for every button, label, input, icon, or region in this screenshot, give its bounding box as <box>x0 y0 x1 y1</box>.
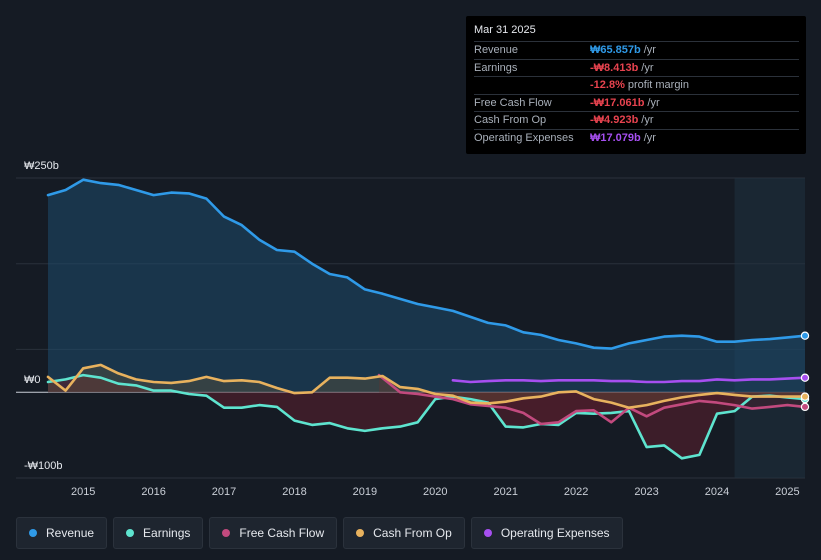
tooltip-row-unit: profit margin <box>627 79 689 91</box>
legend-item-cash-from-op[interactable]: Cash From Op <box>343 517 465 549</box>
legend-dot-icon <box>222 529 231 537</box>
tooltip-row-value: -12.8% <box>590 79 625 91</box>
operating-expenses-line <box>451 376 807 384</box>
x-axis-ticks: 2015 2016 2017 2018 2019 2020 2021 2022 2023 2024… <box>71 486 800 498</box>
tooltip-date: Mar 31 2025 <box>474 24 536 36</box>
chart-lines <box>46 178 807 460</box>
y-tick-top: ₩250b <box>24 160 59 172</box>
chart-canvas: 2015 2016 2017 2018 2019 2020 2021 2022 2023 2024… <box>16 177 810 498</box>
tooltip-row-label: Cash From Op <box>474 114 547 126</box>
revenue-area <box>48 179 805 393</box>
tooltip-row-label: Revenue <box>474 44 519 56</box>
tooltip-row: -12.8% profit margin <box>474 76 799 94</box>
tooltip-row: Free Cash Flow -₩17.061b/yr <box>474 93 799 112</box>
tooltip-row-value: -₩17.061b <box>590 96 645 109</box>
x-tick-label: 2023 <box>634 486 658 498</box>
tooltip-row-value: -₩4.923b <box>590 114 639 126</box>
cash-from-op-line <box>46 363 807 409</box>
forecast-shade <box>734 178 805 478</box>
tooltip-row: Operating Expenses ₩17.079b/yr <box>474 128 799 147</box>
earnings-line <box>46 373 807 460</box>
legend-dot-icon <box>29 529 37 537</box>
chart-endpoints <box>800 331 810 412</box>
x-tick-label: 2021 <box>493 486 517 498</box>
legend-label: Operating Expenses <box>500 526 610 540</box>
tooltip-row-value: ₩65.857b <box>590 44 641 56</box>
tooltip-row-unit: /yr <box>643 131 656 144</box>
free-cash-flow-line <box>377 373 807 426</box>
legend: Revenue Earnings Free Cash Flow Cash From O… <box>16 517 623 549</box>
chart-areas <box>48 179 805 459</box>
y-tick-bottom: -₩100b <box>24 460 63 472</box>
y-tick-zero: ₩0 <box>24 374 41 386</box>
legend-label: Cash From Op <box>373 526 452 540</box>
tooltip-row-value: -₩8.413b <box>590 61 639 74</box>
revenue-line <box>46 178 807 350</box>
tooltip-row-label: Free Cash Flow <box>474 96 552 109</box>
x-tick-label: 2024 <box>705 486 729 498</box>
free-cash-flow-endpoint <box>800 402 810 412</box>
forecast-region <box>734 178 805 478</box>
legend-item-earnings[interactable]: Earnings <box>113 517 204 549</box>
x-tick-label: 2015 <box>71 486 95 498</box>
x-tick-label: 2018 <box>282 486 306 498</box>
cash-from-op-area <box>48 364 805 408</box>
x-tick-label: 2025 <box>775 486 799 498</box>
legend-label: Revenue <box>46 526 95 540</box>
x-tick-label: 2022 <box>564 486 588 498</box>
tooltip-row: Revenue ₩65.857b/yr <box>474 41 799 59</box>
legend-dot-icon <box>356 529 365 537</box>
tooltip-row-label: Operating Expenses <box>474 131 574 144</box>
tooltip-row-unit: /yr <box>647 96 660 109</box>
earnings-area <box>48 375 805 459</box>
legend-item-revenue[interactable]: Revenue <box>16 517 108 549</box>
legend-label: Free Cash Flow <box>239 526 325 540</box>
x-tick-label: 2017 <box>212 486 236 498</box>
tooltip-row-unit: /yr <box>641 61 654 74</box>
legend-dot-icon <box>483 529 492 537</box>
tooltip-row-label: Earnings <box>474 61 518 74</box>
tooltip-row: Cash From Op -₩4.923b/yr <box>474 111 799 129</box>
legend-item-free-cash-flow[interactable]: Free Cash Flow <box>209 517 338 549</box>
tooltip-row-unit: /yr <box>643 44 656 56</box>
cash-from-op-endpoint <box>800 392 810 401</box>
revenue-endpoint <box>800 331 810 340</box>
legend-item-operating-expenses[interactable]: Operating Expenses <box>470 517 623 549</box>
x-tick-label: 2016 <box>141 486 165 498</box>
tooltip-row-unit: /yr <box>641 114 654 126</box>
operating-expenses-endpoint <box>800 373 810 382</box>
tooltip-row-label <box>474 77 590 94</box>
legend-dot-icon <box>126 529 135 537</box>
tooltip-panel: Mar 31 2025 Revenue ₩65.857b/yr Earnings -₩… <box>466 16 806 154</box>
legend-label: Earnings <box>143 526 191 540</box>
tooltip-row: Earnings -₩8.413b/yr <box>474 58 799 77</box>
tooltip-row-value: ₩17.079b <box>590 131 641 144</box>
x-tick-label: 2019 <box>353 486 377 498</box>
x-tick-label: 2020 <box>423 486 447 498</box>
